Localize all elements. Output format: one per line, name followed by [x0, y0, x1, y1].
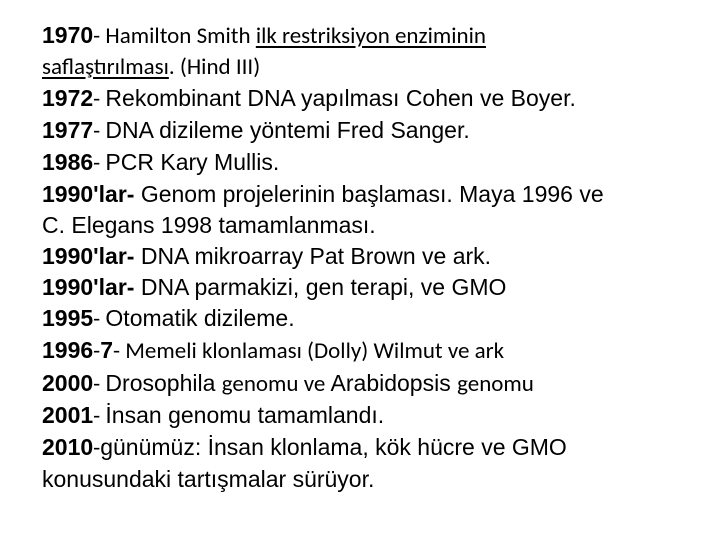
dash: - [93, 370, 105, 398]
year-1990s-2: 1990'lar- [42, 243, 134, 269]
year-7: 7 [100, 337, 113, 363]
text-genomu-end: genomu [457, 370, 534, 398]
year-2001: 2001 [42, 402, 93, 428]
text-1995: Otomatik dizileme. [105, 305, 294, 331]
dash: - [113, 337, 125, 365]
line-2010: 2010-günümüz: İnsan klonlama, kök hücre … [42, 432, 720, 464]
line-1996-7: 1996-7- Memeli klonlaması (Dolly) Wilmut… [42, 335, 720, 367]
year-2000: 2000 [42, 370, 93, 396]
text-1990s-microarray: DNA mikroarray Pat Brown ve ark. [134, 243, 491, 269]
line-1990s-fingerprint: 1990'lar- DNA parmakizi, gen terapi, ve … [42, 272, 720, 303]
year-1995: 1995 [42, 305, 93, 331]
text-1977: DNA dizileme yöntemi Fred Sanger. [105, 117, 469, 143]
line-1990s-genome: 1990'lar- Genom projelerinin başlaması. … [42, 179, 720, 210]
text-arabidopsis: Arabidopsis [331, 370, 458, 396]
name-hamilton-smith: Hamilton Smith [105, 22, 255, 50]
dash: - [93, 117, 105, 145]
line-2001: 2001- İnsan genomu tamamlandı. [42, 400, 720, 432]
dash: - [93, 22, 105, 50]
year-1977: 1977 [42, 117, 93, 143]
dash: - [93, 402, 105, 430]
line-1970: 1970- Hamilton Smith ilk restriksiyon en… [42, 20, 720, 52]
text-elegans: C. Elegans 1998 tamamlanması. [42, 212, 376, 238]
dash: - [93, 305, 105, 333]
text-2010: günümüz: İnsan klonlama, kök hücre ve GM… [100, 434, 567, 460]
year-1996: 1996 [42, 337, 93, 363]
dash: - [93, 149, 105, 177]
text-restriction-enzyme: ilk restriksiyon enziminin [256, 22, 486, 50]
text-purification: saflaştırılması [42, 53, 169, 81]
year-1970: 1970 [42, 22, 93, 48]
year-1990s-3: 1990'lar- [42, 274, 134, 300]
year-1972: 1972 [42, 85, 93, 111]
line-1986: 1986- PCR Kary Mullis. [42, 147, 720, 179]
text-hind3: . (Hind III) [169, 53, 260, 81]
text-drosophila: Drosophila [105, 370, 221, 396]
line-1972: 1972- Rekombinant DNA yapılması Cohen ve… [42, 83, 720, 115]
line-1970-cont: saflaştırılması. (Hind III) [42, 52, 720, 83]
dash: - [93, 85, 105, 113]
line-1990s-genome-cont: C. Elegans 1998 tamamlanması. [42, 210, 720, 241]
text-2010-cont: konusundaki tartışmalar sürüyor. [42, 466, 374, 492]
text-genomu-ve: genomu ve [222, 370, 331, 398]
year-2010: 2010 [42, 434, 93, 460]
text-1972: Rekombinant DNA yapılması Cohen ve Boyer… [105, 85, 575, 111]
text-dolly: Memeli klonlaması (Dolly) Wilmut ve ark [125, 337, 504, 365]
line-1977: 1977- DNA dizileme yöntemi Fred Sanger. [42, 115, 720, 147]
timeline-text-block: 1970- Hamilton Smith ilk restriksiyon en… [0, 0, 720, 495]
text-2001: İnsan genomu tamamlandı. [105, 402, 384, 428]
text-1986: PCR Kary Mullis. [105, 149, 279, 175]
year-1990s-1: 1990'lar- [42, 181, 134, 207]
line-2010-cont: konusundaki tartışmalar sürüyor. [42, 464, 720, 495]
text-1990s-genome: Genom projelerinin başlaması. Maya 1996 … [134, 181, 603, 207]
line-1990s-microarray: 1990'lar- DNA mikroarray Pat Brown ve ar… [42, 241, 720, 272]
text-1990s-fingerprint: DNA parmakizi, gen terapi, ve GMO [134, 274, 506, 300]
line-2000: 2000- Drosophila genomu ve Arabidopsis g… [42, 368, 720, 400]
line-1995: 1995- Otomatik dizileme. [42, 303, 720, 335]
year-1986: 1986 [42, 149, 93, 175]
